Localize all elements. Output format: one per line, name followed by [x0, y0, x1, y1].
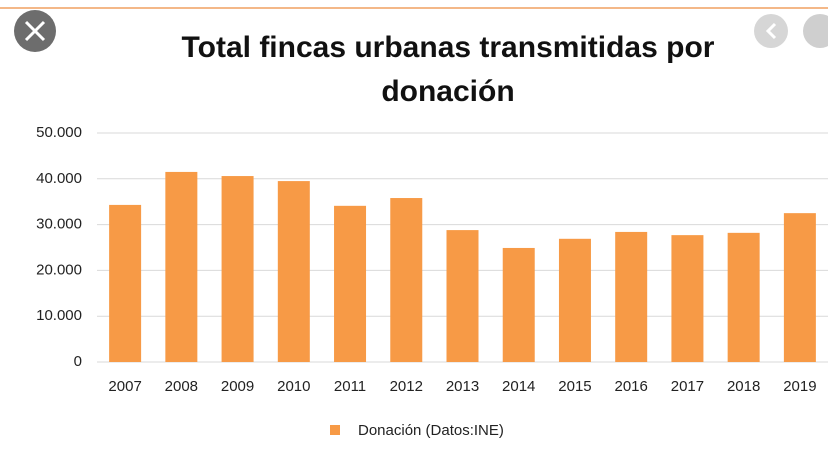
- legend-swatch: [330, 425, 340, 435]
- y-tick-label: 50.000: [36, 124, 82, 141]
- bar: [502, 247, 535, 362]
- bar: [615, 231, 648, 362]
- y-tick-label: 10.000: [36, 307, 82, 324]
- chart-title: Total fincas urbanas transmitidas por do…: [181, 31, 715, 108]
- y-tick-label: 0: [74, 353, 82, 370]
- x-tick-label: 2012: [390, 378, 423, 395]
- bar: [221, 176, 254, 362]
- x-tick-label: 2019: [783, 378, 816, 395]
- prev-button[interactable]: [754, 14, 788, 48]
- y-tick-label: 30.000: [36, 216, 82, 233]
- x-tick-label: 2013: [446, 378, 479, 395]
- bar: [277, 181, 310, 362]
- x-tick-label: 2014: [502, 378, 535, 395]
- close-icon[interactable]: [24, 20, 46, 42]
- x-tick-label: 2008: [165, 378, 198, 395]
- bar: [446, 230, 479, 362]
- bar: [334, 205, 367, 362]
- bar: [558, 238, 591, 362]
- next-button[interactable]: [803, 14, 828, 48]
- y-tick-label: 40.000: [36, 170, 82, 187]
- x-tick-label: 2009: [221, 378, 254, 395]
- y-tick-label: 20.000: [36, 261, 82, 278]
- x-tick-label: 2016: [615, 378, 648, 395]
- x-tick-label: 2007: [108, 378, 141, 395]
- legend-label: Donación (Datos:INE): [358, 422, 504, 439]
- bar: [727, 232, 760, 362]
- x-tick-label: 2015: [558, 378, 591, 395]
- prev-circle[interactable]: [754, 14, 788, 48]
- x-tick-label: 2011: [334, 378, 366, 395]
- x-tick-label: 2010: [277, 378, 310, 395]
- bar: [783, 213, 816, 362]
- close-button[interactable]: [14, 10, 56, 52]
- next-circle[interactable]: [803, 14, 828, 48]
- x-tick-label: 2017: [671, 378, 704, 395]
- bar: [109, 204, 142, 362]
- bar: [165, 171, 198, 362]
- bar: [390, 198, 423, 362]
- bar: [671, 235, 704, 362]
- prev-icon[interactable]: [765, 22, 777, 40]
- x-tick-label: 2018: [727, 378, 760, 395]
